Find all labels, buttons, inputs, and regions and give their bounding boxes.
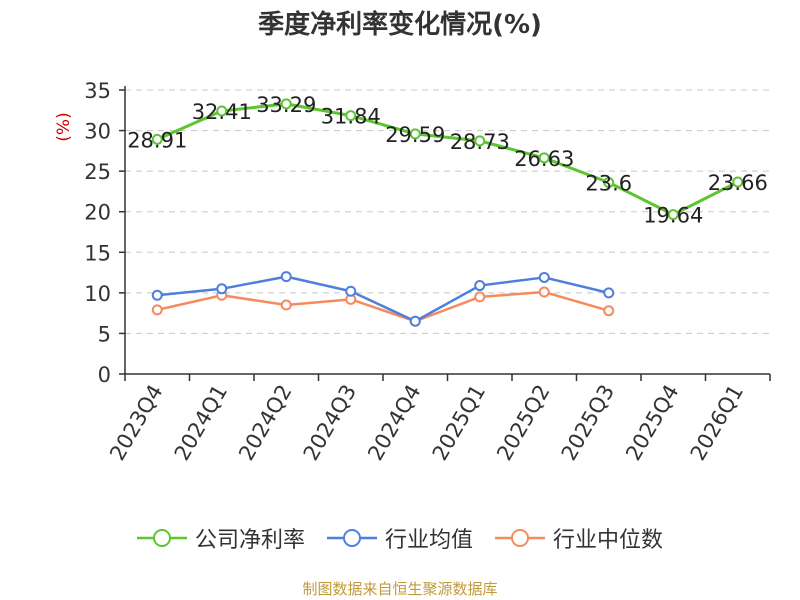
data-label: 29.59 <box>385 123 445 147</box>
data-point-company[interactable] <box>280 98 292 110</box>
data-point-industry_avg[interactable] <box>603 287 615 299</box>
x-tick-label: 2025Q2 <box>492 381 554 465</box>
legend-swatch-industry-avg-icon <box>326 529 377 547</box>
legend-swatch-industry-median-icon <box>495 529 545 547</box>
data-point-industry_avg[interactable] <box>538 271 550 283</box>
data-point-industry_median[interactable] <box>474 291 486 303</box>
data-point-industry_median[interactable] <box>538 286 550 298</box>
x-tick-label: 2025Q1 <box>428 381 490 465</box>
data-point-company[interactable] <box>538 152 550 164</box>
y-tick-label: 10 <box>84 282 111 306</box>
data-point-industry_avg[interactable] <box>151 289 163 301</box>
x-tick-label: 2024Q1 <box>170 381 232 465</box>
legend-item-industry-median[interactable]: 行业中位数 <box>495 522 663 554</box>
x-tick-label: 2023Q4 <box>105 381 167 465</box>
data-point-company[interactable] <box>345 110 357 122</box>
x-tick-label: 2026Q1 <box>686 381 748 465</box>
data-label: 33.29 <box>256 93 316 117</box>
legend-swatch-company-icon <box>136 529 187 547</box>
data-label: 31.84 <box>321 105 381 129</box>
legend-label-industry-median: 行业中位数 <box>553 528 664 553</box>
x-tick-label: 2024Q3 <box>299 381 361 465</box>
x-tick-label: 2024Q4 <box>363 381 425 465</box>
data-point-industry_avg[interactable] <box>474 280 486 292</box>
series-line-industry_median <box>156 290 610 323</box>
data-label: 28.91 <box>127 128 187 152</box>
y-tick-label: 15 <box>84 241 111 265</box>
y-axis-label: (%) <box>54 112 74 141</box>
data-point-industry_avg[interactable] <box>216 283 228 295</box>
legend-label-industry-avg: 行业均值 <box>384 528 473 553</box>
y-tick-label: 0 <box>98 363 111 387</box>
y-tick-label: 20 <box>84 201 111 225</box>
data-label: 23.66 <box>708 171 768 195</box>
data-point-industry_avg[interactable] <box>345 285 357 297</box>
y-tick-label: 35 <box>84 79 111 103</box>
data-point-company[interactable] <box>151 133 163 145</box>
data-point-industry_median[interactable] <box>603 305 615 317</box>
data-label: 28.73 <box>450 130 510 154</box>
data-point-company[interactable] <box>409 128 421 140</box>
x-tick-label: 2024Q2 <box>234 381 296 465</box>
legend-item-industry-avg[interactable]: 行业均值 <box>326 522 473 554</box>
data-label: 23.6 <box>585 172 632 196</box>
source-note: 制图数据来自恒生聚源数据库 <box>302 580 498 598</box>
data-label: 19.64 <box>643 204 703 228</box>
series-line-company <box>156 102 739 217</box>
data-point-industry_avg[interactable] <box>409 315 421 327</box>
y-tick-label: 30 <box>84 120 111 144</box>
data-point-industry_median[interactable] <box>151 304 163 316</box>
data-point-industry_median[interactable] <box>280 299 292 311</box>
data-label: 32.41 <box>192 100 252 124</box>
data-point-industry_avg[interactable] <box>280 271 292 283</box>
chart-title: 季度净利率变化情况(%) <box>258 10 542 40</box>
y-tick-label: 5 <box>98 322 111 346</box>
x-tick-label: 2025Q3 <box>557 381 619 465</box>
x-tick-label: 2025Q4 <box>621 381 683 465</box>
series-line-industry_avg <box>157 275 610 323</box>
data-label: 26.63 <box>514 147 574 171</box>
legend-label-company: 公司净利率 <box>194 528 305 553</box>
data-point-company[interactable] <box>474 135 486 147</box>
data-point-company[interactable] <box>216 105 228 117</box>
data-point-company[interactable] <box>603 177 615 189</box>
y-tick-label: 25 <box>84 160 111 184</box>
legend-item-company[interactable]: 公司净利率 <box>136 522 305 554</box>
legend: 公司净利率 行业均值 行业中位数 <box>0 522 800 554</box>
data-point-company[interactable] <box>732 176 744 188</box>
data-point-company[interactable] <box>667 209 679 221</box>
